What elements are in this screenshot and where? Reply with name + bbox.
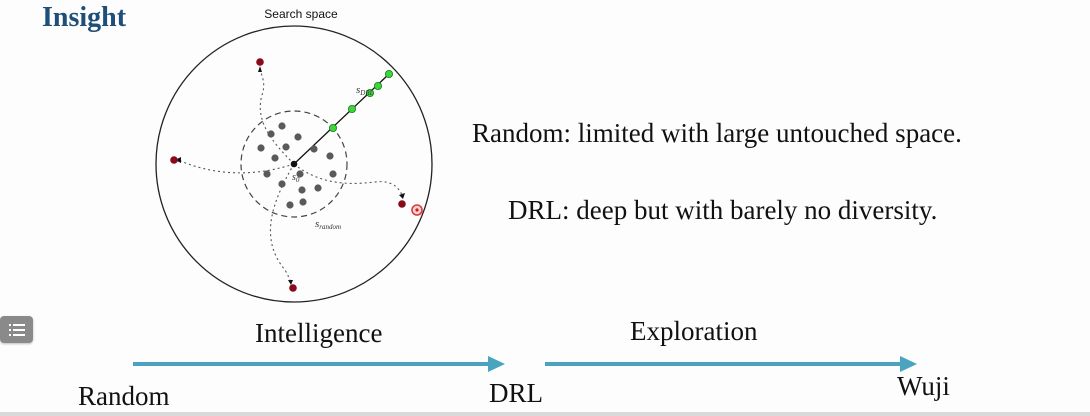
- arrow-intelligence: [133, 356, 505, 372]
- bottom-border: [0, 412, 1090, 416]
- arrowhead: [258, 66, 262, 72]
- timeline-label-intelligence: Intelligence: [255, 318, 383, 348]
- random-walk-path: [177, 159, 295, 174]
- arrow-exploration: [545, 356, 917, 372]
- random-region-circle: [240, 110, 348, 218]
- timeline-stage-wuji: Wuji: [897, 371, 950, 401]
- arrowhead: [399, 193, 405, 199]
- arrowhead: [175, 157, 181, 163]
- drl-trajectory: [293, 73, 390, 165]
- note-random: Random: limited with large untouched spa…: [472, 118, 962, 148]
- arrowhead: [288, 280, 293, 285]
- label-s-0: s0: [292, 172, 300, 184]
- list-menu-icon: [8, 323, 25, 336]
- random-endpoints: [170, 58, 406, 292]
- timeline-stage-random: Random: [78, 381, 170, 411]
- label-s-random: srandom: [315, 218, 341, 231]
- label-s-drl: sDRL: [356, 84, 374, 97]
- timeline-stage-drl: DRL: [489, 378, 543, 408]
- figure-caption: Search space: [264, 7, 338, 21]
- drl-points: [328, 70, 393, 133]
- random-sample-cloud: [257, 122, 337, 209]
- search-space-diagram: sDRL s0 srandom: [155, 25, 433, 303]
- slide-menu-button[interactable]: [0, 316, 33, 343]
- timeline-label-exploration: Exploration: [630, 316, 758, 346]
- random-walk-path: [293, 163, 403, 196]
- random-walk-path: [259, 69, 295, 165]
- note-drl: DRL: deep but with barely no diversity.: [508, 195, 938, 225]
- search-space-circle: [155, 25, 433, 303]
- cursor-highlight-dot: [415, 208, 419, 212]
- origin-point: [290, 160, 298, 168]
- slide-title: Insight: [42, 2, 127, 33]
